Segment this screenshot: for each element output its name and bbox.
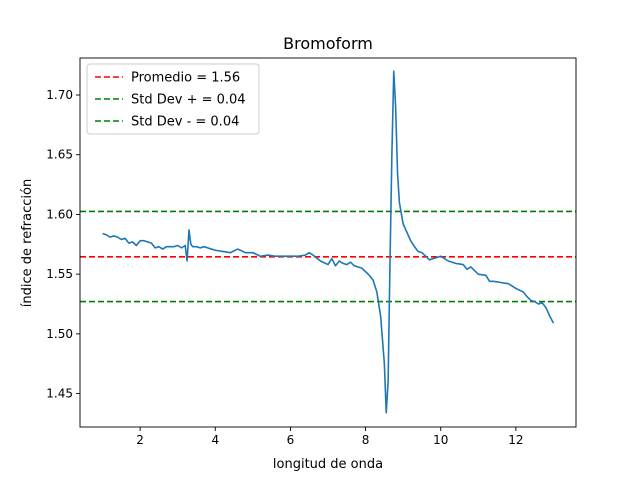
series-line-0 xyxy=(102,70,555,414)
x-tick-label: 4 xyxy=(211,433,219,447)
legend: Promedio = 1.56 Std Dev + = 0.04 Std Dev -… xyxy=(86,63,260,135)
axes: 2 4 6 8 10 12 1.45 1.50 1.55 1.60 1.65 1.70 xyxy=(46,57,577,447)
y-tick-label: 1.50 xyxy=(46,327,73,341)
legend-label: Std Dev + = 0.04 xyxy=(131,93,246,108)
x-tick-label: 6 xyxy=(287,433,295,447)
x-tick-label: 12 xyxy=(508,433,523,447)
chart-title: Bromoform xyxy=(283,34,373,53)
plot-area xyxy=(80,70,576,414)
y-tick-label: 1.45 xyxy=(46,387,73,401)
x-tick-label: 10 xyxy=(433,433,448,447)
y-tick-label: 1.70 xyxy=(46,88,73,102)
x-tick-label: 8 xyxy=(362,433,370,447)
y-tick-label: 1.60 xyxy=(46,207,73,221)
x-tick-label: 2 xyxy=(136,433,144,447)
legend-label: Std Dev - = 0.04 xyxy=(131,115,239,130)
legend-label: Promedio = 1.56 xyxy=(131,71,240,86)
y-tick-label: 1.55 xyxy=(46,267,73,281)
x-axis-label: longitud de onda xyxy=(273,457,383,472)
y-tick-label: 1.65 xyxy=(46,148,73,162)
y-axis-label: índice de refracción xyxy=(20,179,35,307)
legend-box xyxy=(86,63,260,135)
plot-frame xyxy=(79,57,577,428)
